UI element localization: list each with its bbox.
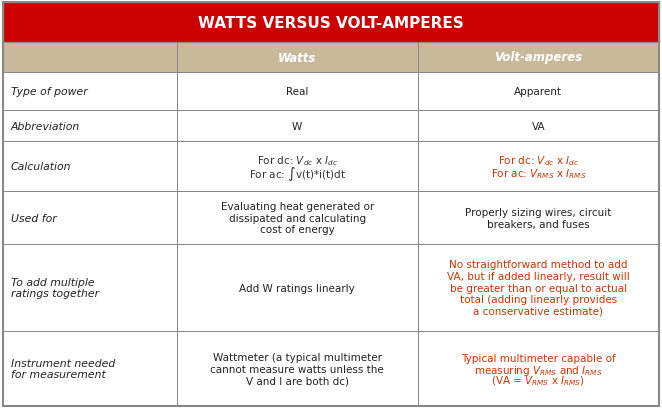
Text: Wattmeter (a typical multimeter
cannot measure watts unless the
V and I are both: Wattmeter (a typical multimeter cannot m… (211, 352, 384, 385)
Bar (418, 192, 659, 245)
Bar (3, 192, 177, 245)
Text: (VA = $V_{RMS}$ x $I_{RMS}$): (VA = $V_{RMS}$ x $I_{RMS}$) (491, 374, 585, 387)
Text: Evaluating heat generated or
dissipated and calculating
cost of energy: Evaluating heat generated or dissipated … (220, 202, 374, 235)
Text: WATTS VERSUS VOLT-AMPERES: WATTS VERSUS VOLT-AMPERES (198, 16, 464, 30)
Bar (3, 111, 177, 142)
Bar (177, 142, 418, 192)
Text: No straightforward method to add
VA, but if added linearly, result will
be great: No straightforward method to add VA, but… (447, 260, 630, 316)
Text: Abbreviation: Abbreviation (11, 121, 80, 131)
Text: Typical multimeter capable of: Typical multimeter capable of (461, 353, 616, 363)
Text: For ac: $\int$v(t)*i(t)dt: For ac: $\int$v(t)*i(t)dt (248, 165, 346, 183)
Bar (177, 111, 418, 142)
Bar (418, 73, 659, 111)
Text: Volt-amperes: Volt-amperes (495, 52, 583, 64)
Bar (177, 331, 418, 406)
Bar (3, 245, 177, 331)
Bar (177, 73, 418, 111)
Text: W: W (292, 121, 303, 131)
Bar (3, 43, 177, 73)
Text: For dc: $V_{dc}$ x $I_{dc}$: For dc: $V_{dc}$ x $I_{dc}$ (257, 154, 338, 168)
Text: Watts: Watts (278, 52, 316, 64)
Bar (3, 3, 659, 43)
Text: Add W ratings linearly: Add W ratings linearly (240, 283, 355, 293)
Bar (177, 192, 418, 245)
Bar (3, 331, 177, 406)
Bar (418, 111, 659, 142)
Bar (3, 142, 177, 192)
Bar (177, 43, 418, 73)
Text: Real: Real (286, 87, 308, 97)
Text: Calculation: Calculation (11, 162, 71, 172)
Text: Type of power: Type of power (11, 87, 88, 97)
Text: VA: VA (532, 121, 545, 131)
Text: Used for: Used for (11, 213, 57, 223)
Text: For ac: $V_{RMS}$ x $I_{RMS}$: For ac: $V_{RMS}$ x $I_{RMS}$ (491, 167, 586, 181)
Bar (418, 331, 659, 406)
Bar (3, 73, 177, 111)
Bar (418, 43, 659, 73)
Text: Properly sizing wires, circuit
breakers, and fuses: Properly sizing wires, circuit breakers,… (465, 207, 612, 229)
Text: Apparent: Apparent (514, 87, 562, 97)
Bar (418, 142, 659, 192)
Text: measuring $V_{RMS}$ and $I_{RMS}$: measuring $V_{RMS}$ and $I_{RMS}$ (474, 363, 602, 377)
Bar (418, 245, 659, 331)
Bar (177, 245, 418, 331)
Text: For dc: $V_{dc}$ x $I_{dc}$: For dc: $V_{dc}$ x $I_{dc}$ (498, 154, 579, 168)
Text: Instrument needed
for measurement: Instrument needed for measurement (11, 358, 115, 380)
Text: To add multiple
ratings together: To add multiple ratings together (11, 277, 99, 299)
